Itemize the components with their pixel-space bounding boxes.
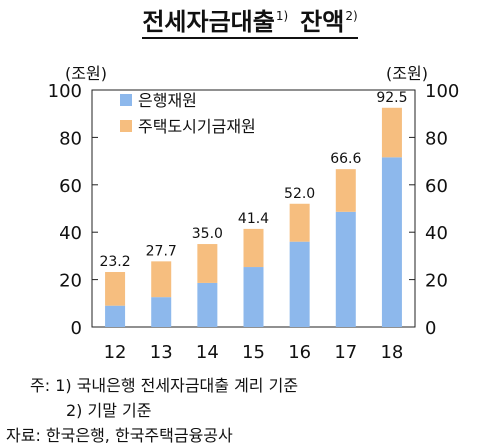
right-unit-label: (조원)	[386, 64, 428, 83]
data-label-total: 27.7	[146, 243, 177, 259]
y-tick-label-left: 80	[59, 128, 82, 149]
y-tick-label-left: 100	[48, 81, 82, 102]
y-tick-label-right: 20	[425, 271, 448, 292]
y-tick-label-right: 40	[425, 223, 448, 244]
legend-label: 주택도시기금재원	[138, 117, 256, 136]
bar-segment-fund	[381, 107, 402, 158]
source-note: 자료: 한국은행, 한국주택금융공사	[6, 426, 233, 445]
note-line-2: 2) 기말 기준	[66, 401, 152, 420]
y-tick-label-right: 100	[425, 81, 459, 102]
y-tick-label-left: 0	[71, 318, 82, 339]
left-unit-label: (조원)	[65, 64, 107, 83]
title-part1: 전세자금대출	[142, 8, 275, 36]
bar-segment-bank	[335, 211, 356, 327]
bar-segment-fund	[151, 261, 172, 298]
chart-title: 전세자금대출1) 잔액2)	[0, 2, 500, 39]
note-line-1: 주: 1) 국내은행 전세자금대출 계리 기준	[30, 376, 299, 395]
bar-segment-bank	[151, 297, 172, 327]
bar-segment-fund	[335, 169, 356, 212]
data-label-total: 66.6	[330, 151, 361, 167]
legend-swatch	[120, 94, 132, 106]
bar-segment-fund	[197, 244, 218, 283]
x-tick-label: 15	[242, 342, 265, 363]
bar-segment-fund	[289, 203, 310, 242]
y-tick-label-left: 20	[59, 271, 82, 292]
bar-segment-bank	[197, 282, 218, 327]
bar-segment-fund	[243, 228, 264, 268]
x-tick-label: 16	[288, 342, 311, 363]
x-tick-label: 13	[150, 342, 173, 363]
bar-segment-fund	[105, 272, 126, 306]
x-tick-label: 14	[196, 342, 219, 363]
x-tick-label: 17	[334, 342, 357, 363]
x-tick-label: 18	[380, 342, 403, 363]
y-tick-label-left: 40	[59, 223, 82, 244]
data-label-total: 35.0	[192, 226, 223, 242]
x-tick-label: 12	[104, 342, 127, 363]
title-footnote-1: 1)	[275, 9, 289, 23]
y-tick-label-left: 60	[59, 176, 82, 197]
title-footnote-2: 2)	[345, 9, 358, 23]
bar-segment-bank	[381, 157, 402, 327]
title-text: 전세자금대출1) 잔액2)	[142, 8, 358, 39]
y-tick-label-right: 60	[425, 176, 448, 197]
bar-segment-bank	[243, 267, 264, 327]
bar-segment-bank	[105, 305, 126, 327]
data-label-total: 52.0	[284, 186, 315, 202]
data-label-total: 41.4	[238, 211, 269, 227]
bar-segment-bank	[289, 241, 310, 327]
data-label-total: 92.5	[376, 90, 407, 106]
y-tick-label-right: 0	[425, 318, 436, 339]
title-part2: 잔액	[300, 8, 345, 36]
data-label-total: 23.2	[99, 254, 130, 270]
y-tick-label-right: 80	[425, 128, 448, 149]
legend-label: 은행재원	[138, 91, 197, 110]
legend-swatch	[120, 120, 132, 132]
